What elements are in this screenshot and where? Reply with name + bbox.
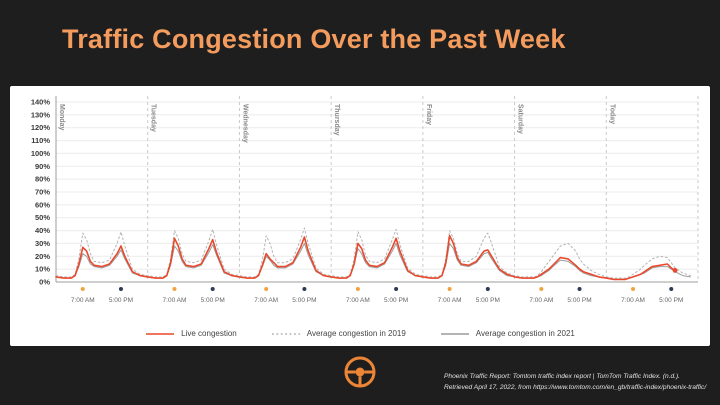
- time-tick-dot: [394, 287, 399, 291]
- time-tick-label: 7:00 AM: [254, 297, 278, 304]
- day-label: Thursday: [333, 104, 340, 136]
- legend-label: Live congestion: [181, 329, 237, 338]
- time-tick-label: 7:00 AM: [71, 297, 95, 304]
- legend-label: Average congestion in 2021: [475, 329, 575, 338]
- time-tick-dot: [172, 287, 177, 291]
- time-tick-dot: [302, 287, 307, 291]
- slide-title: Traffic Congestion Over the Past Week: [62, 24, 566, 54]
- time-tick-label: 7:00 AM: [163, 297, 187, 304]
- time-tick-label: 5:00 PM: [659, 297, 683, 304]
- time-tick-dot: [118, 287, 123, 291]
- day-label: Saturday: [517, 104, 524, 134]
- citation: Phoenix Traffic Report: Tomtom traffic i…: [444, 373, 707, 391]
- time-tick-dot: [669, 287, 674, 291]
- time-tick-dot: [485, 287, 490, 291]
- y-tick-label: 80%: [35, 175, 50, 184]
- y-tick-label: 140%: [31, 98, 51, 107]
- time-tick-label: 7:00 AM: [529, 297, 553, 304]
- chart-legend: Live congestion Average congestion in 201…: [10, 329, 710, 338]
- legend-line-sample: [271, 332, 300, 335]
- time-tick-label: 5:00 PM: [201, 297, 225, 304]
- time-tick-dot: [355, 287, 360, 291]
- y-tick-label: 40%: [35, 226, 50, 235]
- time-tick-dot: [539, 287, 544, 291]
- y-tick-label: 90%: [35, 162, 50, 171]
- time-tick-label: 5:00 PM: [384, 297, 408, 304]
- y-tick-label: 20%: [35, 252, 50, 261]
- y-tick-label: 0%: [39, 278, 50, 287]
- time-tick-dot: [447, 287, 452, 291]
- time-tick-dot: [80, 287, 85, 291]
- day-label: Today: [608, 104, 615, 124]
- live-congestion-line: [55, 234, 676, 281]
- legend-item: Live congestion: [145, 329, 237, 338]
- day-label: Wednesday: [241, 104, 248, 143]
- time-tick-label: 5:00 PM: [109, 297, 133, 304]
- time-tick-dot: [210, 287, 215, 291]
- time-tick-label: 7:00 AM: [438, 297, 462, 304]
- time-tick-label: 7:00 AM: [346, 297, 370, 304]
- congestion-chart: 0% 10% 20% 30% 40% 50% 60% 70% 80% 90% 100% 110% 120…: [31, 96, 699, 304]
- day-label: Monday: [58, 104, 65, 131]
- y-tick-label: 30%: [35, 239, 50, 248]
- legend-line-sample: [146, 332, 175, 335]
- day-label: Tuesday: [150, 104, 157, 132]
- legend-line-sample: [440, 332, 469, 335]
- average-congestion-in-2021-line: [55, 242, 691, 280]
- y-tick-label: 10%: [35, 265, 50, 274]
- day-label: Friday: [425, 104, 432, 125]
- time-tick-label: 5:00 PM: [567, 297, 591, 304]
- chart-panel: 0% 10% 20% 30% 40% 50% 60% 70% 80% 90% 100% 110% 120…: [10, 86, 710, 346]
- y-tick-label: 130%: [31, 110, 51, 119]
- legend-item: Average congestion in 2021: [440, 329, 575, 338]
- y-tick-label: 100%: [31, 149, 51, 158]
- time-tick-label: 5:00 PM: [476, 297, 500, 304]
- time-tick-dot: [631, 287, 636, 291]
- y-tick-label: 70%: [35, 188, 50, 197]
- steering-wheel-icon: [344, 356, 376, 388]
- legend-label: Average congestion in 2019: [306, 329, 406, 338]
- time-tick-label: 5:00 PM: [292, 297, 316, 304]
- average-congestion-in-2019-line: [55, 227, 691, 279]
- legend-item: Average congestion in 2019: [271, 329, 406, 338]
- time-tick-label: 7:00 AM: [621, 297, 645, 304]
- y-tick-label: 110%: [31, 136, 50, 145]
- y-tick-label: 50%: [35, 213, 50, 222]
- y-tick-label: 120%: [31, 123, 51, 132]
- time-tick-dot: [264, 287, 269, 291]
- current-point-marker: [672, 268, 678, 273]
- time-tick-dot: [577, 287, 582, 291]
- y-tick-label: 60%: [35, 200, 50, 209]
